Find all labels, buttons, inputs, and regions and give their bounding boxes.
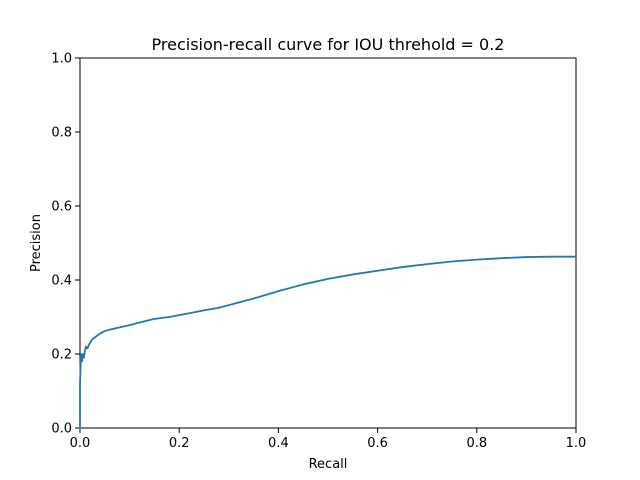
- y-tick-label: 0.0: [51, 422, 72, 437]
- y-tick-label: 0.6: [51, 200, 72, 215]
- x-axis-label: Recall: [309, 457, 348, 472]
- x-tick-label: 0.4: [268, 436, 289, 451]
- x-tick-label: 1.0: [566, 436, 587, 451]
- chart-title: Precision-recall curve for IOU threhold …: [152, 35, 505, 54]
- x-tick-label: 0.2: [169, 436, 190, 451]
- y-tick-label: 0.8: [51, 126, 72, 141]
- y-tick-label: 1.0: [51, 52, 72, 67]
- y-axis-ticks: 0.0 0.2 0.4 0.6 0.8 1.0: [51, 52, 80, 437]
- y-axis-label: Precision: [29, 214, 44, 272]
- y-tick-label: 0.2: [51, 348, 72, 363]
- precision-recall-line: [79, 255, 577, 429]
- x-tick-label: 0.6: [367, 436, 388, 451]
- x-tick-label: 0.0: [70, 436, 91, 451]
- x-axis-ticks: 0.0 0.2 0.4 0.6 0.8 1.0: [70, 428, 587, 451]
- x-tick-label: 0.8: [466, 436, 487, 451]
- y-tick-label: 0.4: [51, 274, 72, 289]
- plot-area-frame: [79, 57, 577, 429]
